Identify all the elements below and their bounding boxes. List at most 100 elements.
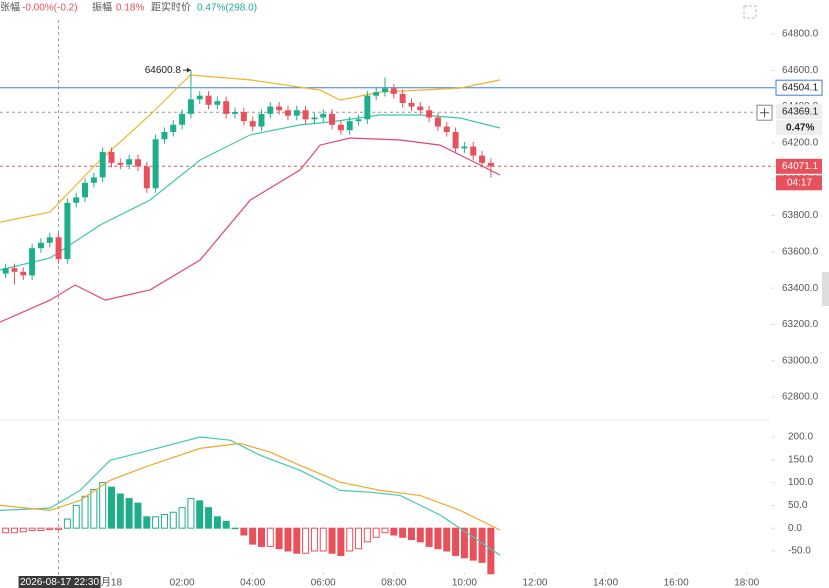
candle-body	[82, 182, 89, 198]
candle-body	[311, 117, 318, 120]
fullscreen-icon[interactable]	[743, 5, 757, 19]
candle-body	[417, 106, 424, 111]
candle-body	[302, 110, 309, 120]
candle-body	[373, 92, 380, 96]
countdown-label: 04:17	[787, 177, 812, 188]
macd-bar	[425, 527, 433, 547]
x-tick-label: 月18	[101, 577, 123, 588]
macd-bar	[469, 527, 477, 561]
macd-bar	[90, 488, 98, 529]
add-icon	[760, 108, 769, 118]
y-tick-label: 200.0	[788, 432, 813, 443]
candle-body	[267, 106, 274, 114]
info-value: 0.47%(298.0)	[197, 3, 257, 14]
candle-body	[90, 177, 97, 183]
macd-bar	[213, 516, 221, 529]
macd-bar	[116, 493, 124, 529]
y-tick-label: 64800.0	[782, 29, 819, 40]
last-price-label: 64071.1	[782, 161, 819, 172]
candle-body	[479, 155, 486, 163]
macd-bar	[434, 527, 442, 550]
candle-body	[117, 162, 124, 165]
candle-body	[152, 139, 159, 189]
candle-body	[452, 132, 459, 149]
candle-body	[284, 110, 291, 116]
macd-bar	[284, 527, 292, 552]
macd-bar	[205, 507, 213, 529]
candle-body	[64, 202, 71, 260]
x-tick-label: 18:00	[734, 578, 759, 588]
x-tick-label: 10:00	[452, 578, 477, 588]
candle-body	[55, 237, 62, 260]
candle-body	[337, 124, 344, 131]
candle-body	[355, 119, 362, 122]
candle-body	[126, 159, 133, 165]
macd-bar	[337, 527, 345, 557]
macd-bar	[302, 527, 310, 554]
macd-bar	[319, 527, 327, 552]
macd-bar	[55, 527, 63, 531]
candle-body	[37, 242, 44, 249]
macd-bar	[108, 486, 116, 529]
info-label: 振幅	[92, 1, 112, 14]
boll-line	[0, 74, 501, 223]
candle-body	[382, 88, 388, 93]
candle-body	[399, 93, 406, 103]
reference-tag	[775, 79, 823, 96]
x-tick-label: 02:00	[170, 578, 195, 588]
macd-bar	[355, 527, 363, 550]
candle-body	[143, 166, 150, 189]
macd-bar	[416, 527, 424, 543]
y-tick-label: 64600.0	[782, 65, 819, 76]
x-tick-label: 08:00	[381, 578, 406, 588]
candle-body	[196, 95, 203, 100]
candle-body	[258, 113, 265, 127]
candle-body	[276, 106, 283, 111]
x-tick-label: 04:00	[240, 578, 265, 588]
crosshair-change-label: 0.47%	[786, 122, 814, 133]
y-tick-label: 63000.0	[782, 355, 819, 366]
candle-body	[214, 101, 221, 105]
macd-bar	[152, 516, 160, 529]
macd-bar	[99, 482, 107, 529]
macd-bar	[460, 527, 468, 559]
side-tab[interactable]	[822, 272, 829, 306]
last-price-tag	[776, 158, 822, 174]
macd-bar	[231, 527, 239, 530]
macd-bar	[46, 527, 54, 531]
candle-body	[320, 113, 327, 118]
crosshair-tag	[776, 104, 822, 120]
macd-bar	[372, 527, 380, 538]
y-tick-label: -50.0	[788, 546, 811, 557]
candle-body	[134, 159, 141, 167]
macd-bar	[478, 527, 486, 563]
candle-body	[364, 95, 371, 120]
y-tick-label: 64200.0	[782, 138, 819, 149]
candle-body	[249, 121, 256, 127]
y-tick-label: 150.0	[788, 454, 813, 465]
macd-bar	[10, 527, 18, 534]
macd-bar	[63, 518, 71, 529]
macd-bar	[443, 527, 451, 552]
macd-bar	[240, 527, 248, 536]
candle-body	[232, 112, 239, 114]
candle-body	[461, 146, 468, 149]
macd-bar	[310, 527, 318, 552]
macd-bar	[257, 527, 265, 547]
y-tick-label: 63200.0	[782, 319, 819, 330]
x-tick-label: 14:00	[593, 578, 618, 588]
macd-bar	[222, 520, 230, 529]
macd-bar	[390, 527, 398, 536]
y-tick-label: 50.0	[788, 500, 808, 511]
macd-bar	[328, 527, 336, 554]
macd-bar	[72, 504, 80, 529]
macd-bar	[169, 511, 177, 529]
macd-bar	[187, 498, 195, 529]
candle-body	[205, 95, 212, 105]
x-tick-label: 16:00	[664, 578, 689, 588]
macd-bar	[407, 527, 415, 541]
macd-bar	[266, 527, 274, 547]
macd-bar	[19, 527, 27, 533]
